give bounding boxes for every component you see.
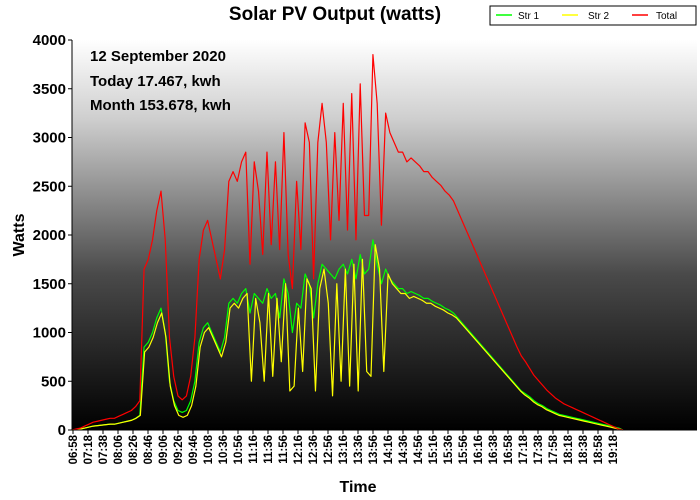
x-axis: 06:58 07:18 07:38 08:06 08:26 08:46 09:06 09:26… <box>68 430 620 464</box>
x-tick-label: 11:56 <box>278 435 290 464</box>
x-tick-label: 18:58 <box>593 434 605 464</box>
x-tick-label: 14:16 <box>383 435 395 464</box>
legend-box <box>489 5 697 26</box>
x-tick-label: 15:56 <box>458 435 470 464</box>
y-tick-label: 1500 <box>33 276 66 293</box>
series-line-str2 <box>71 244 624 431</box>
legend-label-total: Total <box>656 11 677 22</box>
x-tick-label: 11:36 <box>263 435 275 464</box>
annotation-month-energy: Month 153.678, kwh <box>90 97 231 114</box>
x-tick-label: 16:58 <box>503 434 515 464</box>
y-tick-label: 1000 <box>33 325 66 342</box>
y-tick-label: 500 <box>41 373 66 390</box>
x-tick-label: 16:38 <box>488 434 500 464</box>
x-tick-label: 10:36 <box>218 435 230 464</box>
x-tick-label: 09:26 <box>173 435 185 464</box>
x-tick-label: 12:16 <box>293 435 305 464</box>
x-tick-label: 13:16 <box>338 435 350 464</box>
x-tick-label: 14:36 <box>398 435 410 464</box>
series-lines <box>71 54 624 431</box>
x-tick-label: 17:18 <box>518 434 530 464</box>
x-tick-label: 15:36 <box>443 435 455 464</box>
legend-label-str1: Str 1 <box>518 11 540 22</box>
x-axis-label: Time <box>339 479 376 496</box>
x-tick-label: 17:38 <box>533 434 545 464</box>
annotation-date: 12 September 2020 <box>90 48 226 65</box>
y-tick-label: 3500 <box>33 81 66 98</box>
y-tick-label: 2500 <box>33 178 66 195</box>
x-tick-label: 13:56 <box>368 435 380 464</box>
x-tick-label: 06:58 <box>68 434 80 464</box>
x-tick-label: 14:56 <box>413 435 425 464</box>
x-tick-label: 07:38 <box>98 434 110 464</box>
x-tick-label: 08:26 <box>128 435 140 464</box>
x-tick-label: 16:16 <box>473 435 485 464</box>
x-tick-label: 07:18 <box>83 434 95 464</box>
x-tick-label: 13:36 <box>353 435 365 464</box>
y-tick-label: 3000 <box>33 130 66 147</box>
x-tick-label: 19:18 <box>608 434 620 464</box>
y-tick-label: 2000 <box>33 227 66 244</box>
series-line-total <box>71 54 624 431</box>
legend-label-str2: Str 2 <box>588 11 610 22</box>
x-tick-label: 12:56 <box>323 435 335 464</box>
annotation-today-energy: Today 17.467, kwh <box>90 73 221 90</box>
x-tick-label: 09:46 <box>188 435 200 464</box>
x-tick-label: 18:38 <box>578 434 590 464</box>
y-tick-label: 4000 <box>33 32 66 49</box>
x-tick-label: 10:08 <box>203 434 215 464</box>
y-axis: 0 500 1000 1500 2000 2500 3000 3500 4000 <box>33 32 72 439</box>
chart-title: Solar PV Output (watts) <box>229 4 441 25</box>
x-tick-label: 17:58 <box>548 434 560 464</box>
x-tick-label: 15:16 <box>428 435 440 464</box>
x-tick-label: 08:06 <box>113 435 125 464</box>
x-tick-label: 09:06 <box>158 435 170 464</box>
legend: Str 1 Str 2 Total <box>489 5 697 26</box>
y-tick-label: 0 <box>58 422 66 439</box>
x-tick-label: 11:16 <box>248 435 260 464</box>
x-tick-label: 08:46 <box>143 435 155 464</box>
y-axis-label: Watts <box>11 213 28 256</box>
x-tick-label: 12:36 <box>308 435 320 464</box>
x-tick-label: 18:18 <box>563 434 575 464</box>
x-tick-label: 10:56 <box>233 435 245 464</box>
